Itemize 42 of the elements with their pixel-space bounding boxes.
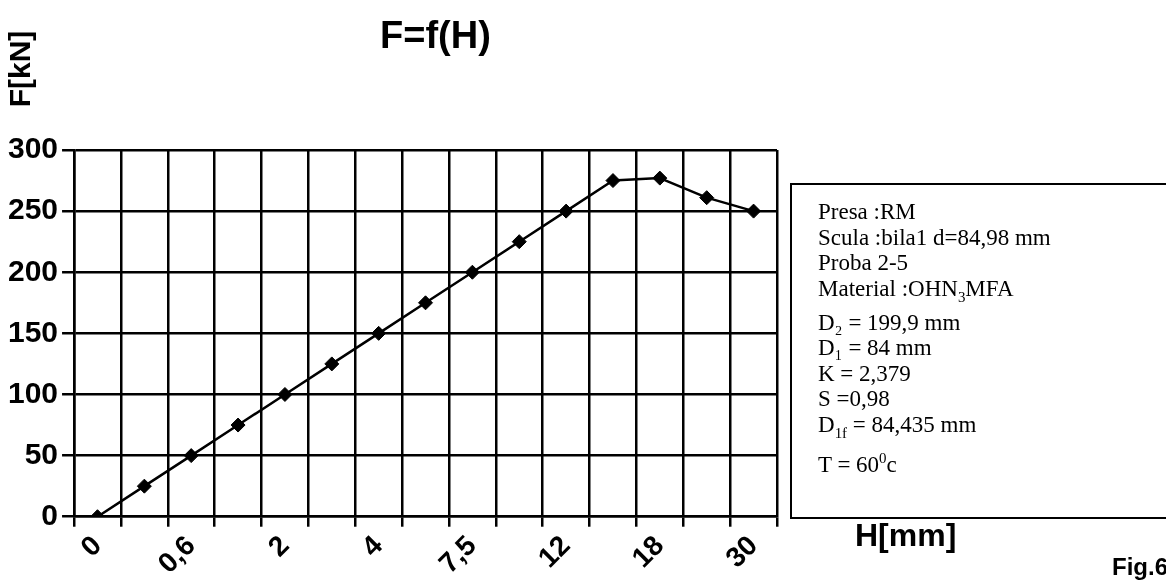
x-tick-label: 18	[625, 529, 670, 574]
text: S =0,98	[818, 386, 891, 412]
point	[652, 170, 668, 186]
text: Material :OHN$_{3}$MFA	[818, 275, 1015, 307]
text: Scula :bila1 d=84,98 mm	[818, 224, 1052, 250]
point	[324, 356, 340, 372]
text: D₂ = 199,9 mm	[818, 309, 962, 336]
x-tick-label: 7,5	[432, 529, 483, 579]
y-tick-label: 50	[24, 436, 59, 470]
y-tick-label: 100	[7, 375, 59, 409]
y-axis-title: F[kN]	[3, 30, 38, 108]
x-tick-label: 12	[531, 529, 576, 574]
point	[746, 203, 762, 219]
point	[277, 386, 293, 402]
chart-title: F=f(H)	[380, 14, 491, 57]
point	[558, 203, 574, 219]
point	[371, 325, 387, 341]
text: Presa :RM	[818, 199, 917, 225]
text: D$_{1f}$ = 84,435 mm	[818, 411, 978, 443]
x-tick-label: 30	[719, 529, 764, 574]
text: D₁ = 84 mm	[818, 335, 933, 361]
y-tick-label: 0	[41, 497, 59, 531]
x-tick-label: 2	[261, 529, 295, 563]
x-tick-label: 4	[355, 529, 389, 563]
point	[418, 295, 434, 311]
point	[511, 234, 527, 250]
point	[230, 417, 246, 433]
point	[605, 173, 621, 189]
x-tick-label: 0,6	[151, 529, 201, 579]
text: T = 60$^{0}$c	[818, 448, 898, 477]
point	[136, 478, 152, 494]
text: Proba 2-5	[818, 250, 910, 276]
y-tick-label: 300	[7, 131, 59, 165]
y-tick-label: 200	[7, 253, 59, 287]
point	[464, 264, 480, 280]
y-tick-label: 250	[7, 192, 59, 226]
x-axis-title: H[mm]	[855, 517, 957, 554]
x-tick-label: 0	[74, 529, 108, 563]
point	[699, 190, 715, 206]
text: K = 2,379	[818, 360, 912, 387]
point	[183, 448, 199, 464]
y-tick-label: 150	[7, 314, 59, 348]
